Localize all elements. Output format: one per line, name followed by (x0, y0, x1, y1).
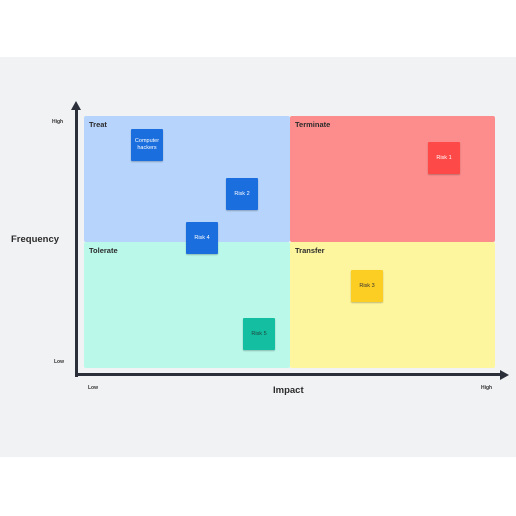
y-axis-high-label: High (52, 119, 64, 125)
x-axis-title: Impact (273, 385, 304, 396)
x-axis-high-label: High (481, 385, 493, 391)
quadrant-terminate[interactable]: Terminate (290, 116, 495, 242)
x-axis-low-label: Low (88, 385, 98, 391)
quadrant-terminate-label: Terminate (295, 120, 331, 129)
note-risk-2[interactable]: Risk 2 (226, 178, 258, 210)
y-axis-arrow-icon (71, 101, 81, 110)
note-risk-1[interactable]: Risk 1 (428, 142, 460, 174)
note-risk-5[interactable]: Risk 5 (243, 318, 275, 350)
quadrant-treat-label: Treat (89, 120, 107, 129)
diagram-canvas: Treat Terminate Tolerate Transfer Comput… (0, 57, 516, 457)
x-axis-arrow-icon (500, 369, 509, 380)
note-computer-hackers-text: Computer hackers (134, 138, 160, 151)
y-axis-low-label: Low (54, 359, 64, 365)
quadrant-tolerate-label: Tolerate (89, 246, 118, 255)
note-risk-5-text: Risk 5 (251, 330, 267, 337)
note-risk-1-text: Risk 1 (436, 154, 452, 161)
note-risk-2-text: Risk 2 (234, 190, 250, 197)
y-axis-title: Frequency (11, 234, 60, 245)
x-axis-line (74, 373, 503, 376)
note-risk-4-text: Risk 4 (194, 234, 210, 241)
note-computer-hackers[interactable]: Computer hackers (131, 129, 163, 161)
quadrant-transfer[interactable]: Transfer (290, 242, 495, 368)
note-risk-3-text: Risk 3 (359, 282, 375, 289)
quadrant-transfer-label: Transfer (295, 246, 325, 255)
y-axis-line (74, 107, 78, 377)
note-risk-3[interactable]: Risk 3 (351, 270, 383, 302)
note-risk-4[interactable]: Risk 4 (186, 222, 218, 254)
